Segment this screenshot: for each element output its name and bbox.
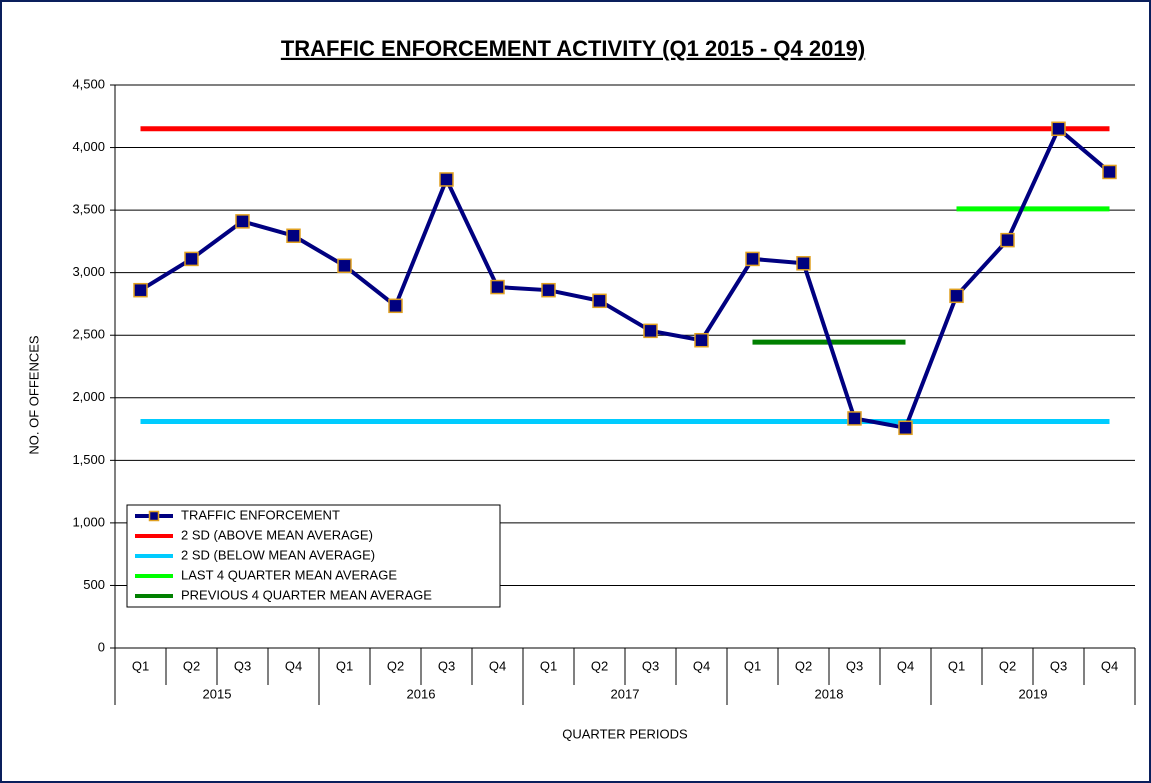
marker [694,332,709,348]
series-group [133,121,1117,436]
marker [133,282,148,298]
x-tick-label: Q2 [795,658,812,673]
marker [745,251,760,267]
x-tick-label: Q3 [438,658,455,673]
year-label: 2019 [1019,686,1048,701]
series-line [139,125,1111,431]
x-tick-label: Q4 [897,658,914,673]
year-label: 2015 [203,686,232,701]
x-tick-label: Q1 [744,658,761,673]
x-tick-label: Q3 [234,658,251,673]
legend-label: LAST 4 QUARTER MEAN AVERAGE [181,567,397,582]
marker [643,323,658,339]
marker [490,279,505,295]
x-tick-label: Q3 [1050,658,1067,673]
year-label: 2017 [611,686,640,701]
x-tick-label: Q2 [999,658,1016,673]
year-label: 2016 [407,686,436,701]
x-tick-label: Q4 [489,658,506,673]
y-tick-label: 3,500 [72,202,105,217]
marker [592,293,607,309]
x-tick-label: Q2 [591,658,608,673]
y-tick-label: 0 [98,639,105,654]
x-tick-label: Q1 [948,658,965,673]
x-tick-label: Q3 [846,658,863,673]
year-label: 2018 [815,686,844,701]
y-tick-label: 1,000 [72,514,105,529]
x-tick-label: Q1 [132,658,149,673]
legend-label: 2 SD (BELOW MEAN AVERAGE) [181,547,375,562]
y-tick-label: 3,000 [72,264,105,279]
y-tick-label: 2,000 [72,389,105,404]
marker [148,510,160,522]
marker [796,256,811,271]
y-tick-label: 1,500 [72,452,105,467]
y-tick-label: 2,500 [72,327,105,342]
y-tick-label: 4,500 [72,76,105,91]
legend-label: TRAFFIC ENFORCEMENT [181,507,340,522]
marker [439,172,454,187]
x-tick-label: Q4 [285,658,302,673]
x-tick-label: Q2 [387,658,404,673]
x-tick-label: Q1 [336,658,353,673]
x-tick-label: Q3 [642,658,659,673]
x-axis-label: QUARTER PERIODS [562,726,688,741]
marker [898,420,913,436]
x-tick-label: Q4 [1101,658,1118,673]
y-axis-label: NO. OF OFFENCES [26,335,41,455]
marker [541,282,556,298]
legend-label: PREVIOUS 4 QUARTER MEAN AVERAGE [181,587,432,602]
marker [949,288,964,304]
marker [337,258,352,274]
marker [388,298,403,314]
marker [1000,232,1015,248]
marker [286,228,301,244]
y-tick-label: 500 [83,577,105,592]
marker [184,251,199,267]
legend-box [126,504,501,608]
marker [235,214,250,229]
x-tick-label: Q1 [540,658,557,673]
x-tick-label: Q4 [693,658,710,673]
x-tick-label: Q2 [183,658,200,673]
legend-label: 2 SD (ABOVE MEAN AVERAGE) [181,527,373,542]
marker [1102,164,1117,180]
y-tick-label: 4,000 [72,139,105,154]
marker [847,411,862,426]
chart-title: TRAFFIC ENFORCEMENT ACTIVITY (Q1 2015 - … [281,36,865,61]
marker [1051,121,1066,137]
